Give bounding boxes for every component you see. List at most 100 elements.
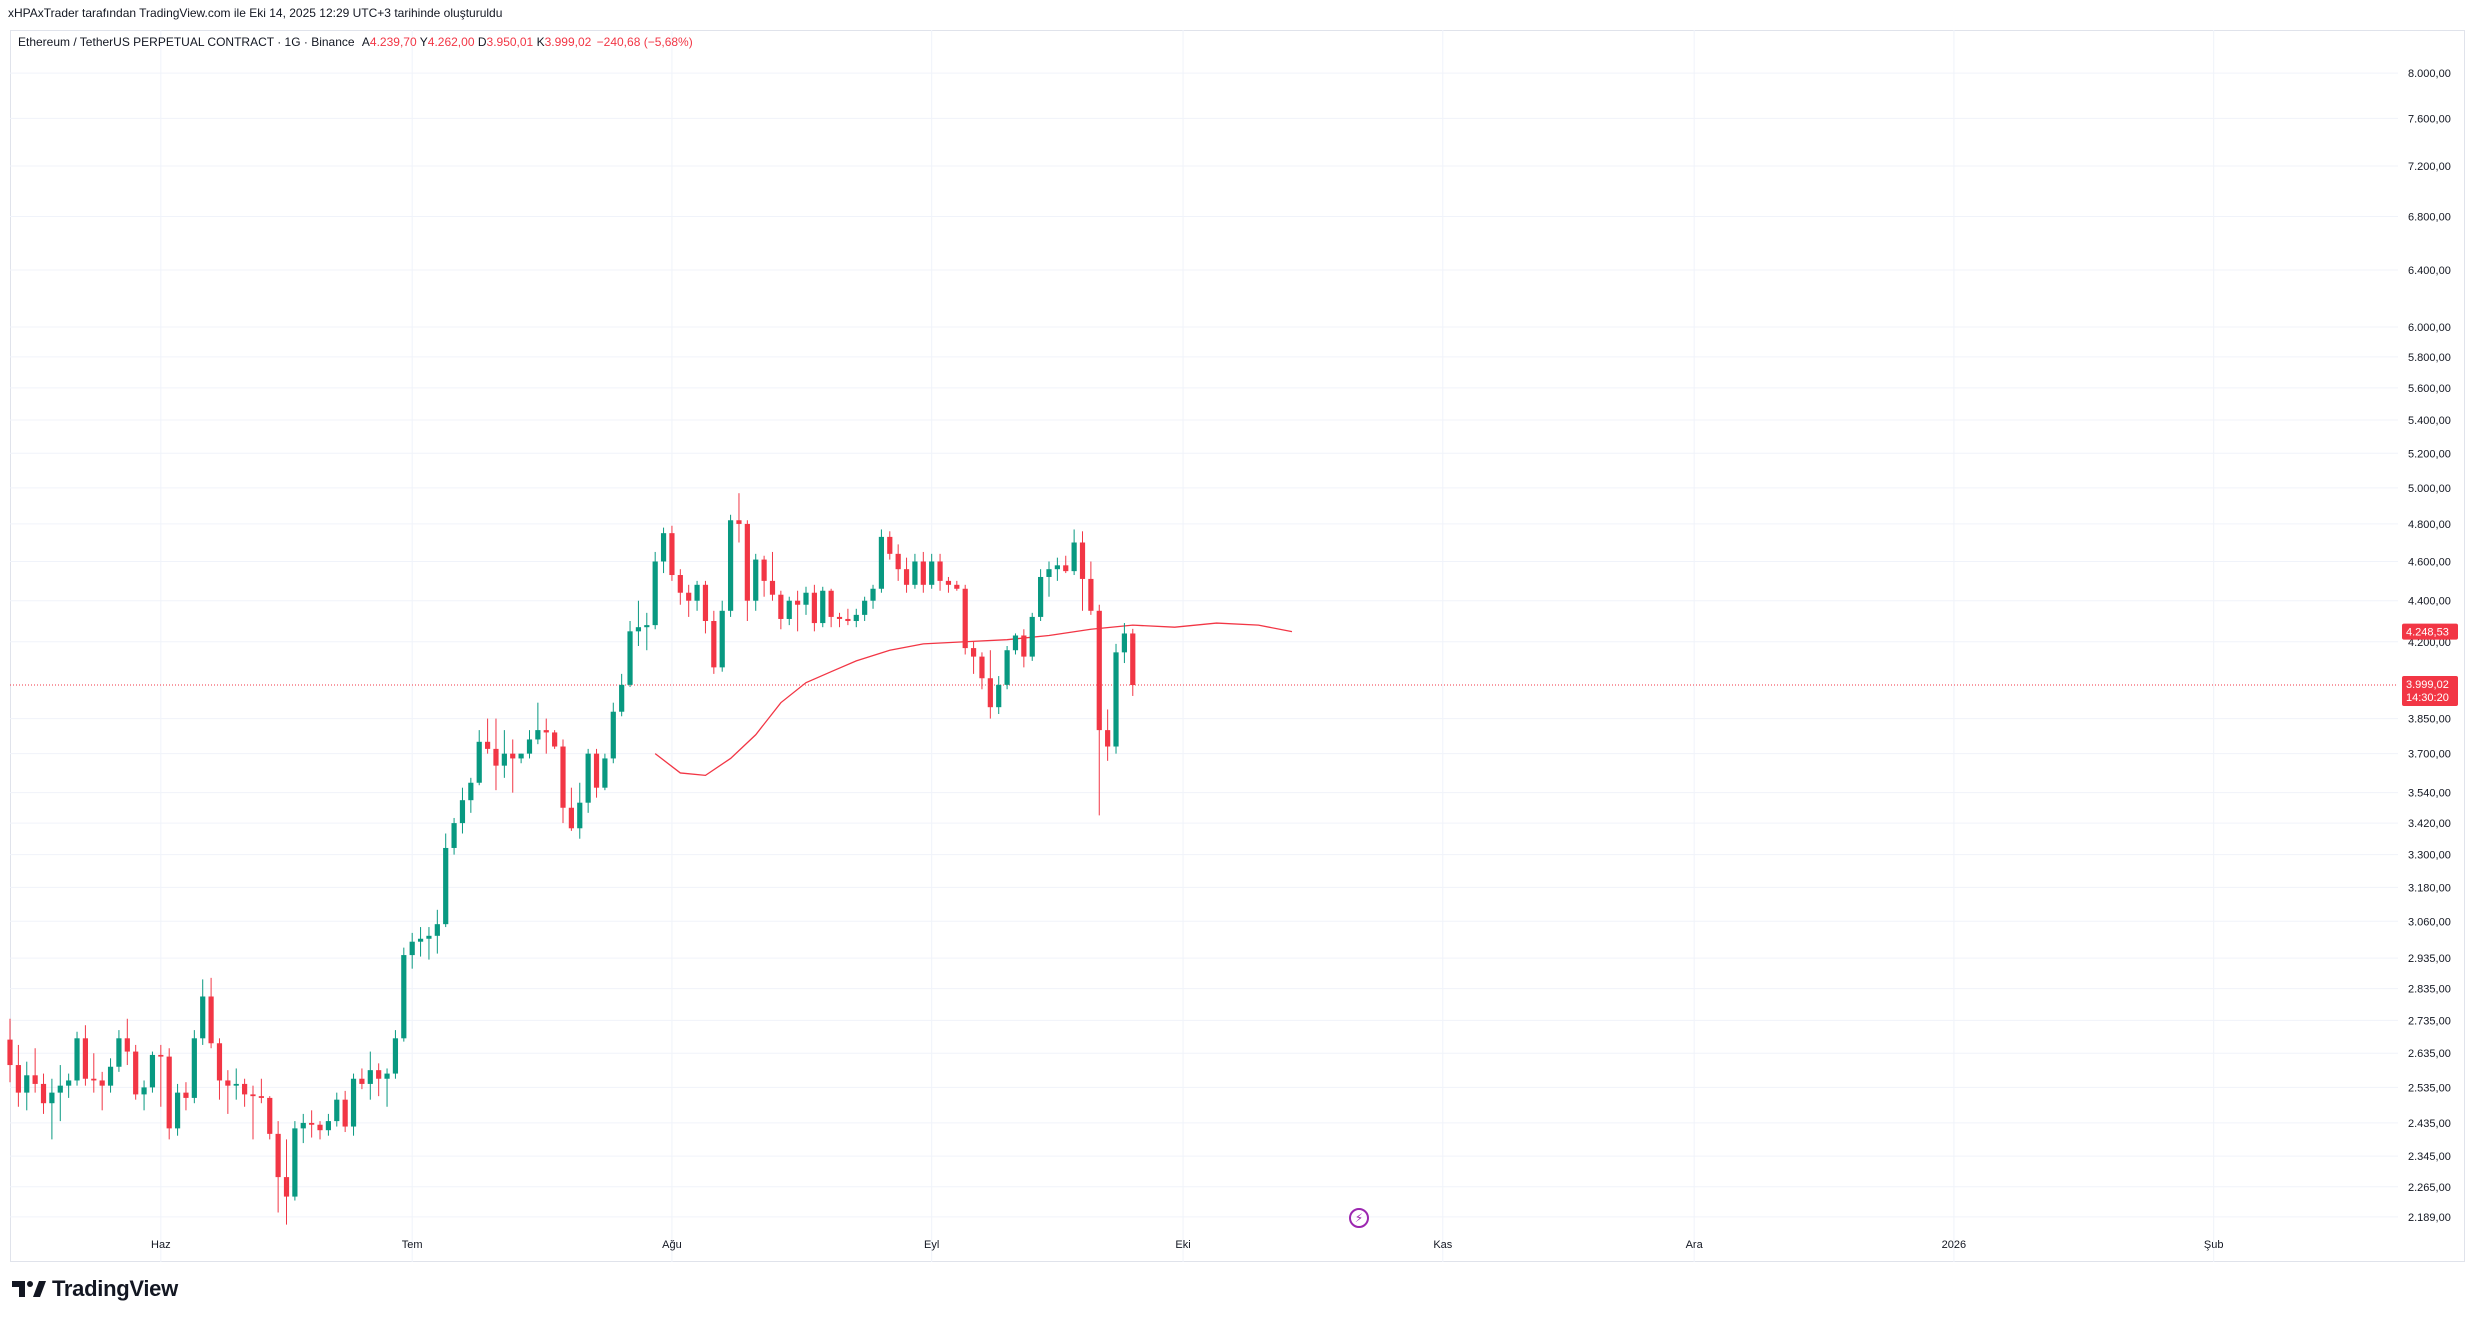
candle [862, 596, 868, 622]
tradingview-logo-text: TradingView [52, 1276, 178, 1301]
candle [727, 514, 734, 617]
candle [1121, 623, 1127, 664]
candle-body [183, 1092, 189, 1098]
price-tick-label: 2.635,00 [2408, 1048, 2451, 1060]
low-label: D [477, 35, 487, 49]
price-tick-label: 3.420,00 [2408, 818, 2451, 830]
candle-body [149, 1054, 156, 1088]
candle-body [736, 520, 742, 524]
candle [677, 569, 683, 605]
candle-body [376, 1070, 382, 1079]
candle-body [870, 588, 876, 601]
candle-body [434, 924, 440, 936]
ma-price-tag [2402, 623, 2458, 640]
price-tick-label: 5.600,00 [2408, 383, 2451, 395]
candle [116, 1030, 122, 1072]
candle-body [99, 1080, 105, 1086]
candle-body [585, 753, 591, 803]
candle [107, 1058, 114, 1093]
candle-body [258, 1096, 264, 1098]
candle-body [367, 1070, 373, 1084]
candle [309, 1110, 315, 1138]
tradingview-logo[interactable]: TradingView [12, 1276, 178, 1302]
candle-body [1121, 633, 1127, 653]
candle [493, 718, 499, 791]
candle [292, 1121, 298, 1201]
price-tick-label: 5.800,00 [2408, 352, 2451, 364]
candle [535, 702, 541, 745]
candle-body [57, 1085, 63, 1093]
candle [744, 520, 750, 622]
candle-body [945, 580, 952, 585]
candle-body [493, 748, 499, 766]
price-tick-label: 2.835,00 [2408, 984, 2451, 996]
candle [593, 748, 600, 798]
candle [577, 782, 583, 839]
candle-body [24, 1075, 30, 1093]
candle [149, 1051, 156, 1093]
candle-body [141, 1087, 147, 1095]
price-axis[interactable]: 8.000,00 7.600,00 7.200,00 6.800,00 6.400,00… [2408, 68, 2451, 1224]
candle-body [912, 561, 918, 585]
price-tick-label: 3.540,00 [2408, 788, 2451, 800]
candle-body [761, 559, 767, 581]
candle [91, 1053, 97, 1093]
time-axis[interactable]: Haz Tem Ağu Eyl Eki Kas Ara 2026 Şub [151, 1239, 2223, 1251]
candle-body [1096, 610, 1102, 731]
candle [1021, 629, 1027, 668]
candle-body [133, 1051, 139, 1095]
candle-body [334, 1099, 340, 1122]
close-value: 3.999,02 [544, 35, 592, 49]
high-label: Y [419, 35, 428, 49]
candle [870, 584, 876, 609]
last-price-tag-text: 3.999,02 [2406, 679, 2449, 691]
symbol-legend: Ethereum / TetherUS PERPETUAL CONTRACT ·… [18, 35, 693, 49]
candle-body [426, 935, 432, 939]
price-tick-label: 6.000,00 [2408, 322, 2451, 334]
lightning-icon[interactable]: ⚡ [1349, 1208, 1369, 1228]
time-tick-label: 2026 [1942, 1239, 1966, 1251]
symbol-title[interactable]: Ethereum / TetherUS PERPETUAL CONTRACT ·… [18, 35, 355, 49]
price-tick-label: 4.200,00 [2408, 637, 2451, 649]
candle [560, 739, 566, 824]
publish-info: xHPAxTrader tarafından TradingView.com i… [8, 6, 503, 20]
candle-body [216, 1043, 223, 1081]
candle [485, 718, 491, 754]
candle-body [342, 1099, 348, 1127]
candle-body [476, 741, 482, 783]
price-tick-label: 5.200,00 [2408, 448, 2451, 460]
candle-body [74, 1038, 80, 1081]
price-tick-label: 4.600,00 [2408, 556, 2451, 568]
price-tick-label: 5.000,00 [2408, 483, 2451, 495]
price-tick-label: 3.850,00 [2408, 714, 2451, 726]
candle [970, 641, 977, 674]
candle-body [811, 592, 817, 624]
candle-body [283, 1177, 290, 1197]
candle-body [66, 1080, 72, 1086]
candle-body [769, 580, 776, 595]
candle-body [719, 610, 725, 668]
candle [669, 525, 675, 581]
candle [242, 1078, 248, 1107]
candle [233, 1068, 239, 1100]
candle [325, 1113, 331, 1136]
candle-body [669, 533, 675, 576]
candle [40, 1073, 47, 1114]
candle [1079, 531, 1086, 611]
candle-body [1012, 635, 1019, 651]
candle [660, 527, 667, 574]
candle-body [962, 588, 968, 649]
countdown-tag-text: 14:30:20 [2406, 692, 2449, 704]
change-value: −240,68 (−5,68%) [596, 35, 693, 49]
candle-body [233, 1083, 239, 1086]
candle [803, 586, 809, 615]
candle-body [485, 741, 491, 749]
candle-body [401, 955, 407, 1039]
candle [996, 676, 1002, 715]
candle [769, 551, 776, 601]
candle-body [660, 533, 667, 562]
candle [1071, 529, 1077, 576]
price-tick-label: 4.400,00 [2408, 596, 2451, 608]
candle-body [350, 1078, 357, 1127]
